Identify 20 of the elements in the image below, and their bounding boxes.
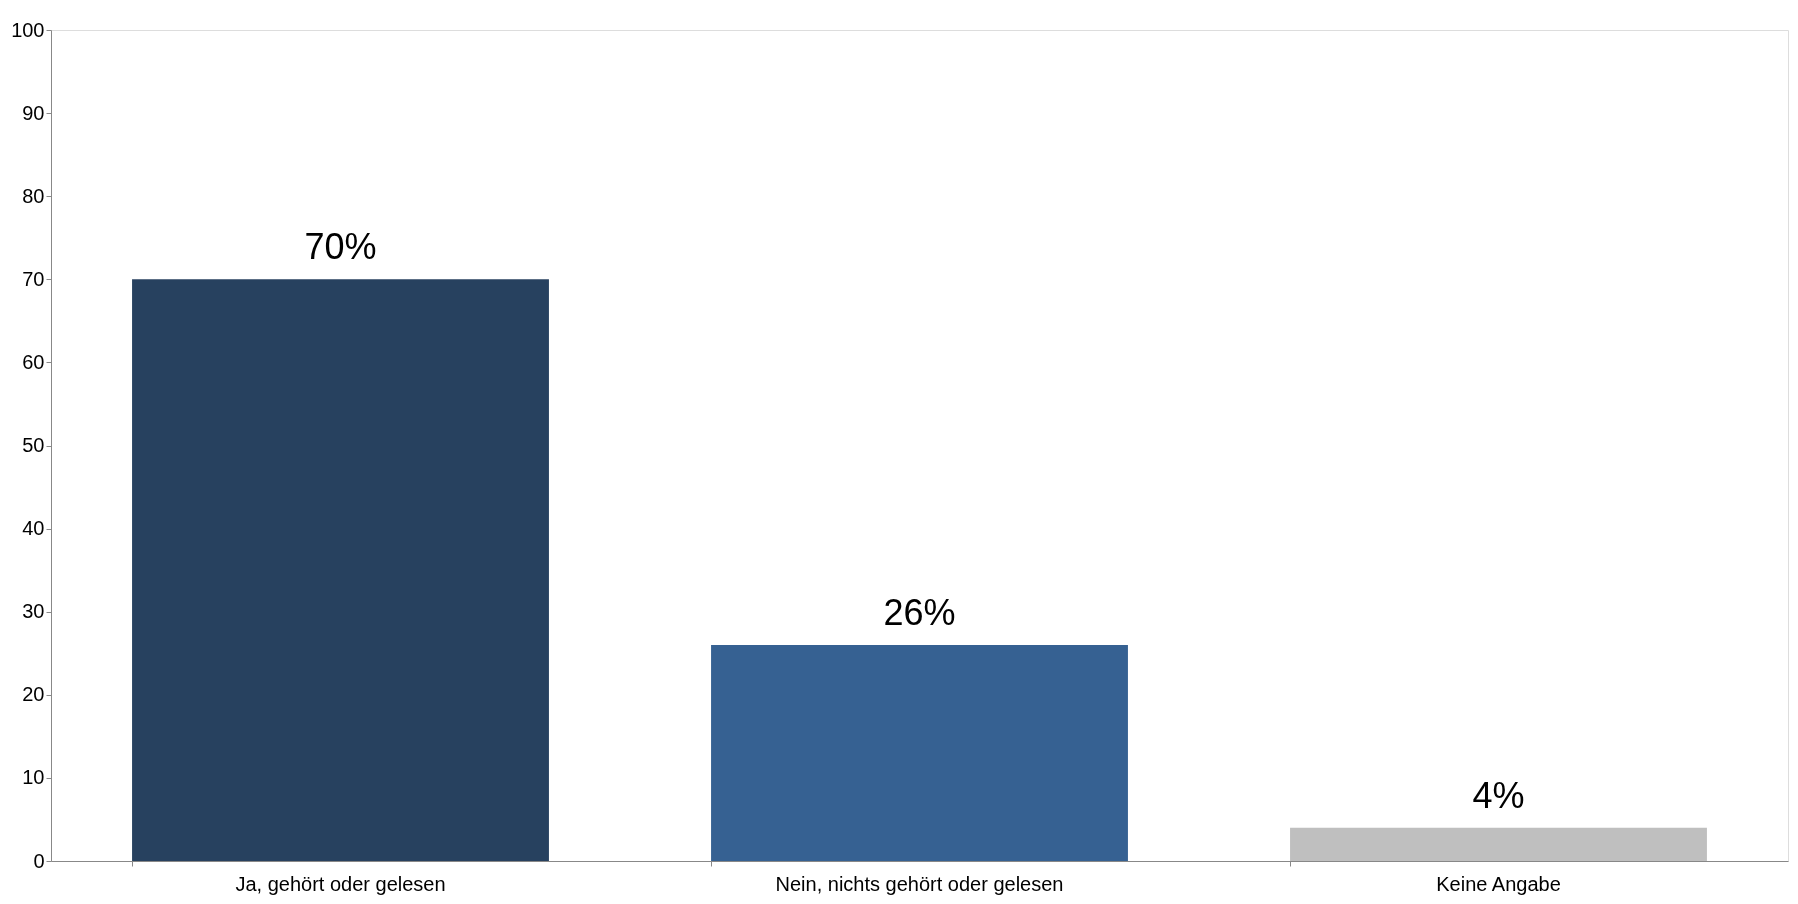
y-tick-label: 20 — [22, 683, 45, 706]
x-tick-label: Keine Angabe — [1436, 872, 1561, 895]
data-label: 26% — [883, 591, 956, 633]
x-tick-label: Ja, gehört oder gelesen — [235, 872, 446, 895]
y-tick-label: 0 — [33, 849, 45, 872]
bar — [711, 644, 1128, 861]
y-tick-label: 70 — [22, 267, 45, 290]
y-tick-label: 30 — [22, 600, 45, 623]
y-tick-label: 100 — [11, 18, 45, 41]
y-tick-label: 80 — [22, 184, 45, 207]
data-label: 70% — [304, 226, 377, 268]
x-tick-label: Nein, nichts gehört oder gelesen — [775, 872, 1064, 895]
y-tick-label: 10 — [22, 766, 45, 789]
y-tick-label: 60 — [22, 350, 45, 373]
y-tick-label: 40 — [22, 517, 45, 540]
y-tick-label: 90 — [22, 101, 45, 124]
bar — [132, 279, 549, 861]
bar — [1290, 827, 1707, 861]
data-label: 4% — [1472, 774, 1525, 816]
y-tick-label: 50 — [22, 434, 45, 456]
